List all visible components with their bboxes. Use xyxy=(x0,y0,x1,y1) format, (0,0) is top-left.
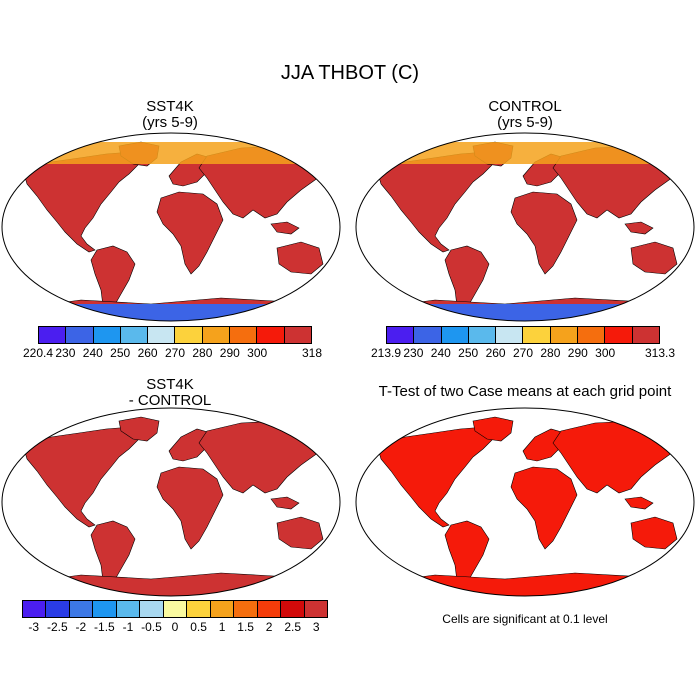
control-title-line2: (yrs 5-9) xyxy=(497,114,553,131)
sst4k-panel-title: SST4K (yrs 5-9) xyxy=(100,99,240,131)
diff-colorbar-label: 1.5 xyxy=(237,620,254,634)
control-colorbar-cell xyxy=(387,327,415,343)
sst4k-colorbar-cell xyxy=(148,327,176,343)
control-colorbar-label: 213.9 xyxy=(370,346,402,360)
sst4k-colorbar-label: 270 xyxy=(164,346,186,360)
diff-map xyxy=(1,407,341,597)
control-colorbar-label: 260 xyxy=(485,346,506,360)
diff-colorbar-label: -2.5 xyxy=(46,620,68,634)
control-colorbar-label: 240 xyxy=(430,346,451,360)
sst4k-colorbar-label: 300 xyxy=(247,346,268,360)
sst4k-colorbar-labels: 220.4 230 240 250 260 270 280 290 300 318 xyxy=(23,346,322,362)
diff-colorbar-cell xyxy=(257,601,282,617)
control-colorbar-label: 250 xyxy=(458,346,479,360)
ttest-panel-title: T-Test of two Case means at each grid po… xyxy=(378,383,672,400)
control-colorbar-label: 230 xyxy=(403,346,424,360)
control-colorbar-label: 313.3 xyxy=(644,346,676,360)
control-title-line1: CONTROL xyxy=(488,98,562,115)
sst4k-colorbar-label: 318 xyxy=(301,346,323,360)
diff-colorbar-cell xyxy=(234,601,258,617)
diff-colorbar-cell xyxy=(93,601,117,617)
sst4k-map xyxy=(1,132,341,322)
sst4k-colorbar-cell xyxy=(66,327,94,343)
sst4k-colorbar-cell xyxy=(93,327,121,343)
control-colorbar-cell xyxy=(496,327,524,343)
ttest-map xyxy=(355,407,695,597)
control-colorbar-label: 280 xyxy=(540,346,561,360)
diff-colorbar-label: -3 xyxy=(28,620,40,634)
sst4k-colorbar-cell xyxy=(230,327,258,343)
control-colorbar-cell xyxy=(550,327,579,343)
diff-title-line1: SST4K xyxy=(146,376,194,393)
sst4k-colorbar-cell xyxy=(39,327,67,343)
control-colorbar-cell xyxy=(632,327,659,343)
figure-title: JJA THBOT (C) xyxy=(280,62,420,84)
control-colorbar-cell xyxy=(414,327,442,343)
sst4k-colorbar-label: 260 xyxy=(137,346,158,360)
diff-colorbar xyxy=(22,600,328,618)
control-map xyxy=(355,132,695,322)
control-colorbar-cell xyxy=(605,327,633,343)
diff-colorbar-label: 2.5 xyxy=(284,620,302,634)
control-colorbar-label: 270 xyxy=(512,346,534,360)
diff-colorbar-cell xyxy=(210,601,235,617)
sst4k-colorbar-label: 240 xyxy=(82,346,103,360)
control-colorbar-label: 300 xyxy=(595,346,616,360)
diff-colorbar-cell xyxy=(69,601,94,617)
control-colorbar-cell xyxy=(441,327,469,343)
diff-colorbar-label: 2 xyxy=(265,620,273,634)
sst4k-colorbar-cell xyxy=(175,327,203,343)
diff-colorbar-cell xyxy=(304,601,328,617)
control-colorbar-cell xyxy=(523,327,551,343)
control-panel-title: CONTROL (yrs 5-9) xyxy=(455,99,595,131)
sst4k-colorbar xyxy=(38,326,312,344)
sst4k-colorbar-cell xyxy=(120,327,149,343)
diff-panel-title: SST4K - CONTROL xyxy=(100,377,240,409)
control-colorbar-cell xyxy=(578,327,606,343)
control-colorbar-label: 290 xyxy=(567,346,588,360)
sst4k-title-line1: SST4K xyxy=(146,98,194,115)
control-colorbar xyxy=(386,326,660,344)
diff-colorbar-label: -1.5 xyxy=(94,620,115,634)
sst4k-colorbar-label: 280 xyxy=(192,346,213,360)
diff-colorbar-cell xyxy=(23,601,47,617)
diff-colorbar-label: -0.5 xyxy=(141,620,162,634)
control-colorbar-labels: 213.9 230 240 250 260 270 280 290 300 313.3 xyxy=(371,346,675,362)
diff-colorbar-cell xyxy=(116,601,141,617)
sst4k-colorbar-label: 250 xyxy=(110,346,131,360)
diff-colorbar-cell xyxy=(187,601,211,617)
sst4k-colorbar-cell xyxy=(257,327,285,343)
sst4k-colorbar-label: 290 xyxy=(219,346,240,360)
diff-colorbar-label: 0.5 xyxy=(190,620,207,634)
control-colorbar-cell xyxy=(468,327,497,343)
diff-colorbar-labels: -3 -2.5 -2 -1.5 -1 -0.5 0 0.5 1 1.5 2 2.5 3 xyxy=(22,620,328,636)
sst4k-colorbar-label: 230 xyxy=(55,346,76,360)
diff-colorbar-cell xyxy=(46,601,70,617)
diff-colorbar-label: 0 xyxy=(171,620,179,634)
diff-colorbar-cell xyxy=(281,601,305,617)
sst4k-colorbar-cell xyxy=(284,327,311,343)
diff-colorbar-cell xyxy=(163,601,188,617)
diff-colorbar-label: 1 xyxy=(218,620,226,634)
sst4k-colorbar-label: 220.4 xyxy=(22,346,54,360)
diff-title-line2: - CONTROL xyxy=(128,392,212,409)
significance-note: Cells are significant at 0.1 level xyxy=(442,612,608,626)
diff-colorbar-cell xyxy=(140,601,164,617)
sst4k-colorbar-cell xyxy=(202,327,231,343)
sst4k-title-line2: (yrs 5-9) xyxy=(142,114,198,131)
diff-colorbar-label: -2 xyxy=(75,620,87,634)
diff-colorbar-label: 3 xyxy=(312,620,320,634)
diff-colorbar-label: -1 xyxy=(122,620,134,634)
